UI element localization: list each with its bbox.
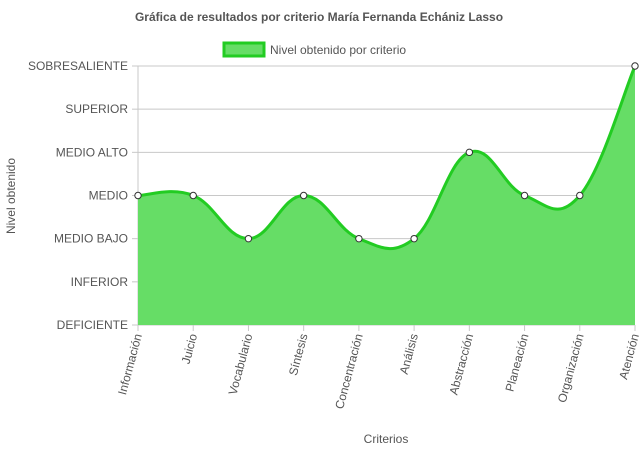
series-line xyxy=(137,65,637,251)
series-area-fill xyxy=(138,66,635,325)
chart-title: Gráfica de resultados por criterio María… xyxy=(135,10,503,24)
y-tick-label: SUPERIOR xyxy=(65,102,128,116)
y-axis-ticks: DEFICIENTE INFERIOR MEDIO BAJO MEDIO MEDIO A… xyxy=(28,59,138,332)
x-tick-label: Abstracción xyxy=(446,332,476,396)
x-tick-label: Organización xyxy=(555,332,587,404)
x-tick-label: Juicio xyxy=(179,332,201,366)
legend[interactable]: Nivel obtenido por criterio xyxy=(222,41,406,58)
data-point[interactable] xyxy=(631,62,639,70)
series-points xyxy=(134,62,639,243)
x-tick-label: Planeación xyxy=(503,332,532,393)
data-point[interactable] xyxy=(520,191,529,200)
legend-swatch xyxy=(222,41,266,58)
x-axis-ticks: Información Juicio Vocabulario Síntesis Conc… xyxy=(115,325,639,411)
series-area xyxy=(137,65,637,325)
y-tick-label: INFERIOR xyxy=(71,275,129,289)
x-tick-label: Información xyxy=(115,332,145,396)
y-tick-label: MEDIO BAJO xyxy=(54,232,128,246)
x-tick-label: Síntesis xyxy=(286,332,311,377)
data-point[interactable] xyxy=(244,234,253,243)
y-tick-label: DEFICIENTE xyxy=(57,318,128,332)
x-tick-label: Atención xyxy=(616,332,639,381)
y-axis-title: Nivel obtenido xyxy=(4,158,18,234)
data-point[interactable] xyxy=(355,234,363,243)
data-point[interactable] xyxy=(576,191,584,200)
data-point[interactable] xyxy=(189,191,197,200)
data-point[interactable] xyxy=(410,234,418,243)
y-tick-label: MEDIO ALTO xyxy=(56,145,128,159)
data-point[interactable] xyxy=(134,191,142,200)
x-tick-label: Concentración xyxy=(332,332,366,410)
x-axis-title: Criterios xyxy=(364,432,409,446)
y-tick-label: SOBRESALIENTE xyxy=(28,59,128,73)
x-tick-label: Vocabulario xyxy=(226,332,256,397)
legend-label: Nivel obtenido por criterio xyxy=(270,43,406,57)
data-point[interactable] xyxy=(465,148,474,157)
x-tick-label: Análisis xyxy=(397,332,421,376)
data-point[interactable] xyxy=(299,191,308,200)
y-tick-label: MEDIO xyxy=(89,189,128,203)
